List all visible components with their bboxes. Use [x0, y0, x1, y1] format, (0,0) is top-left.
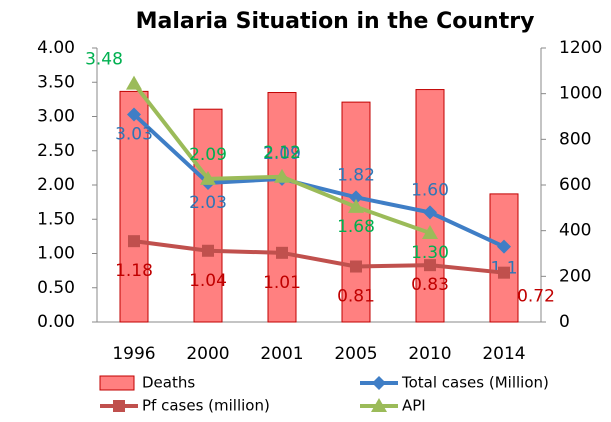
x-tick-label: 2005 — [334, 344, 377, 364]
y-tick-label: 2.50 — [37, 141, 75, 161]
marker — [349, 190, 363, 205]
y-tick-label: 4.00 — [37, 38, 75, 58]
data-label: 0.83 — [411, 275, 449, 295]
x-tick-label: 1996 — [112, 344, 155, 364]
y-tick-label: 1.50 — [37, 209, 75, 229]
line — [132, 112, 505, 249]
x-tick-label: 2001 — [260, 344, 303, 364]
chart-title: Malaria Situation in the Country — [136, 9, 535, 34]
x-tick-label: 2014 — [482, 344, 525, 364]
y-tick-label: 0.00 — [37, 312, 75, 332]
data-label: 1.01 — [263, 273, 301, 293]
x-tick-label: 2000 — [186, 344, 229, 364]
marker — [424, 259, 436, 272]
data-label: 0.81 — [337, 287, 375, 307]
data-label: 1.68 — [337, 217, 375, 237]
bar — [193, 108, 223, 323]
data-label: 3.03 — [115, 124, 153, 144]
data-label: 2.09 — [263, 144, 301, 164]
marker — [350, 260, 362, 273]
y2-tick-label: 400 — [559, 221, 591, 241]
data-label: 1.60 — [411, 180, 449, 200]
y-tick-label: 2.00 — [37, 175, 75, 195]
marker — [127, 107, 141, 122]
legend-swatch — [99, 375, 135, 391]
marker — [497, 239, 511, 254]
y-tick-label: 3.50 — [37, 72, 75, 92]
y-tick-label: 1.00 — [37, 244, 75, 264]
marker — [348, 198, 364, 213]
data-label: 1.04 — [189, 271, 227, 291]
marker — [126, 75, 142, 90]
legend-label: Pf cases (million) — [142, 397, 270, 415]
marker — [276, 246, 288, 259]
data-label: 1.18 — [115, 261, 153, 281]
legend-label: API — [402, 397, 426, 415]
marker — [423, 205, 437, 220]
marker — [128, 235, 140, 248]
data-label: 1.82 — [337, 165, 375, 185]
bar — [489, 193, 519, 323]
marker — [274, 168, 290, 183]
y-tick-label: 3.00 — [37, 107, 75, 127]
data-label: 2.12 — [263, 143, 301, 163]
y2-tick-label: 600 — [559, 175, 591, 195]
data-label: 2.03 — [189, 193, 227, 213]
bar — [267, 92, 297, 323]
marker — [422, 224, 438, 239]
y2-tick-label: 0 — [559, 312, 570, 332]
legend-label: Deaths — [142, 374, 195, 392]
marker — [498, 266, 510, 279]
marker — [200, 170, 216, 185]
y2-tick-label: 1200 — [559, 38, 602, 58]
legend-marker — [113, 400, 125, 412]
line — [133, 239, 505, 275]
data-label: 2.09 — [189, 145, 227, 165]
legend-marker — [372, 376, 386, 390]
data-label: 1.30 — [411, 243, 449, 263]
legend-label: Total cases (Million) — [401, 374, 549, 392]
bar — [119, 90, 149, 323]
y-tick-label: 0.50 — [37, 278, 75, 298]
x-tick-label: 2010 — [408, 344, 451, 364]
data-label: 0.72 — [517, 287, 555, 307]
data-label: 3.48 — [85, 50, 123, 70]
marker — [202, 244, 214, 257]
y2-tick-label: 800 — [559, 129, 591, 149]
legend-marker — [371, 398, 387, 412]
y2-tick-label: 200 — [559, 266, 591, 286]
y2-tick-label: 1000 — [559, 84, 602, 104]
